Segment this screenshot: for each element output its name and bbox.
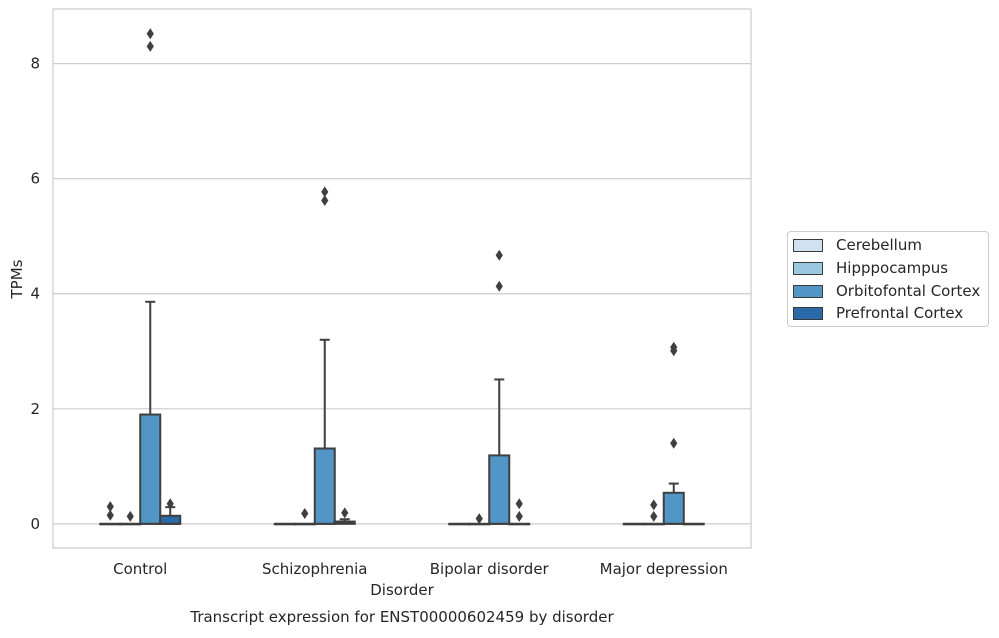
legend-item-cerebellum: Cerebellum bbox=[793, 235, 922, 255]
legend-item-prefrontal: Prefrontal Cortex bbox=[793, 303, 963, 323]
box-orbitofontal-cortex-bipolar-disorder bbox=[488, 249, 511, 525]
x-tick-label-control: Control bbox=[113, 560, 167, 578]
outlier-point bbox=[146, 28, 154, 40]
legend-swatch-orbitofrontal bbox=[793, 284, 823, 298]
y-tick-label-4: 4 bbox=[30, 285, 40, 303]
x-tick-label-bipolar-disorder: Bipolar disorder bbox=[430, 560, 550, 578]
box-cerebellum-schizophrenia bbox=[273, 522, 296, 526]
outlier-point bbox=[670, 341, 678, 353]
outlier-point bbox=[321, 186, 329, 198]
outlier-point bbox=[321, 195, 329, 207]
legend-label-cerebellum: Cerebellum bbox=[836, 236, 922, 254]
box-orbitofontal-cortex-control bbox=[139, 28, 162, 525]
legend-label-orbitofrontal: Orbitofontal Cortex bbox=[836, 282, 981, 300]
box-hipppocampus-major-depression bbox=[642, 499, 665, 526]
legend-label-prefrontal: Prefrontal Cortex bbox=[836, 304, 964, 322]
outlier-point bbox=[166, 498, 174, 510]
box-body bbox=[313, 447, 336, 525]
legend-label-hippocampus: Hipppocampus bbox=[836, 259, 949, 277]
box-body bbox=[488, 454, 511, 525]
outlier-point bbox=[146, 40, 154, 52]
box-orbitofontal-cortex-schizophrenia bbox=[313, 186, 336, 525]
legend-item-orbitofrontal: Orbitofontal Cortex bbox=[793, 281, 980, 301]
outlier-point bbox=[495, 249, 503, 261]
outlier-point bbox=[495, 280, 503, 292]
box-cerebellum-major-depression bbox=[622, 522, 645, 526]
box-cerebellum-control bbox=[99, 501, 122, 526]
box-prefrontal-cortex-major-depression bbox=[682, 522, 705, 526]
legend-item-hippocampus: Hipppocampus bbox=[793, 258, 948, 278]
x-tick-label-schizophrenia: Schizophrenia bbox=[262, 560, 367, 578]
box-marks bbox=[99, 28, 705, 526]
chart-legend: Cerebellum Hipppocampus Orbitofontal Cor… bbox=[787, 231, 989, 327]
outlier-point bbox=[475, 513, 483, 525]
legend-swatch-prefrontal bbox=[793, 306, 823, 320]
y-tick-label-6: 6 bbox=[30, 170, 40, 188]
outlier-point bbox=[301, 507, 309, 519]
outlier-point bbox=[515, 510, 523, 522]
y-axis-label: TPMs bbox=[8, 259, 26, 299]
chart-title: Transcript expression for ENST0000060245… bbox=[189, 608, 614, 626]
legend-swatch-cerebellum bbox=[793, 238, 823, 252]
box-body bbox=[662, 491, 685, 525]
outlier-point bbox=[126, 510, 134, 522]
box-body bbox=[159, 514, 182, 525]
box-orbitofontal-cortex-major-depression bbox=[662, 341, 685, 525]
outlier-point bbox=[106, 509, 114, 521]
outlier-point bbox=[106, 501, 114, 513]
plot-area-frame bbox=[52, 8, 752, 549]
box-prefrontal-cortex-control bbox=[159, 498, 182, 525]
y-tick-labels: 0 2 4 6 8 bbox=[30, 55, 40, 533]
x-tick-labels: Control Schizophrenia Bipolar disorder Majo… bbox=[113, 560, 728, 578]
box-body bbox=[139, 413, 162, 525]
box-hipppocampus-control bbox=[119, 510, 142, 526]
outlier-point bbox=[670, 437, 678, 449]
y-tick-label-8: 8 bbox=[30, 55, 40, 73]
x-axis-label: Disorder bbox=[370, 581, 434, 599]
x-tick-label-major-depression: Major depression bbox=[600, 560, 728, 578]
y-tick-label-2: 2 bbox=[30, 400, 40, 418]
box-prefrontal-cortex-schizophrenia bbox=[333, 507, 356, 525]
box-prefrontal-cortex-bipolar-disorder bbox=[508, 498, 531, 526]
legend-swatch-hippocampus bbox=[793, 261, 823, 275]
box-cerebellum-bipolar-disorder bbox=[448, 522, 471, 526]
outlier-point bbox=[515, 498, 523, 510]
y-tick-label-0: 0 bbox=[30, 515, 40, 533]
box-hipppocampus-schizophrenia bbox=[293, 507, 316, 526]
outlier-point bbox=[650, 499, 658, 511]
box-hipppocampus-bipolar-disorder bbox=[468, 513, 491, 526]
outlier-point bbox=[650, 510, 658, 522]
outlier-point bbox=[341, 507, 349, 519]
